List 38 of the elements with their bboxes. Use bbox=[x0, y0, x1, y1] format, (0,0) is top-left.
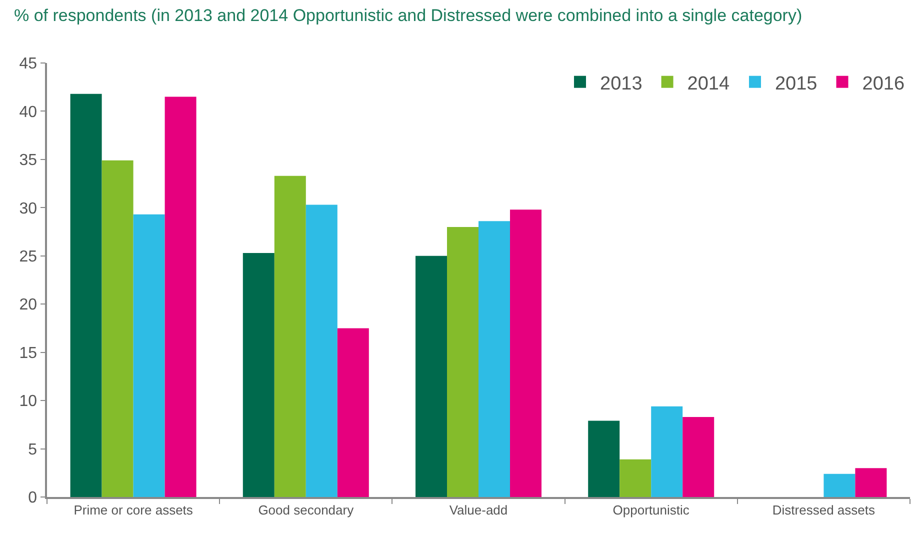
y-tick-label: 15 bbox=[19, 344, 38, 362]
bar bbox=[588, 420, 620, 497]
y-tick-label: 20 bbox=[19, 296, 38, 314]
x-tick-label: Opportunistic bbox=[612, 502, 690, 518]
bar bbox=[164, 96, 196, 497]
y-tick-label: 25 bbox=[19, 248, 38, 266]
x-tick-label: Prime or core assets bbox=[74, 502, 194, 518]
bar bbox=[651, 406, 683, 497]
bar bbox=[447, 226, 478, 497]
y-tick-label: 35 bbox=[19, 152, 38, 170]
bar bbox=[102, 160, 134, 497]
y-tick-label: 45 bbox=[19, 56, 38, 73]
x-tick-label: Value-add bbox=[449, 502, 508, 518]
chart-title: % of respondents (in 2013 and 2014 Opportunistic and Distressed were combined into a single category) bbox=[14, 6, 802, 25]
bar bbox=[337, 328, 369, 497]
y-tick-label: 5 bbox=[28, 441, 38, 458]
bar bbox=[855, 468, 887, 497]
bar bbox=[306, 204, 338, 497]
bar bbox=[682, 416, 714, 497]
bar bbox=[510, 210, 542, 497]
bar bbox=[478, 221, 510, 497]
bar bbox=[274, 176, 306, 497]
legend-label: 2014 bbox=[687, 73, 730, 94]
bar bbox=[824, 474, 856, 497]
bar bbox=[70, 94, 102, 497]
bar bbox=[133, 214, 165, 497]
legend-label: 2013 bbox=[600, 73, 642, 94]
y-tick-label: 30 bbox=[19, 200, 38, 218]
y-tick-label: 10 bbox=[19, 393, 38, 410]
y-tick-label: 0 bbox=[28, 490, 38, 507]
bar bbox=[416, 256, 447, 497]
x-tick-label: Good secondary bbox=[258, 502, 354, 518]
bar bbox=[620, 459, 652, 497]
legend-label: 2016 bbox=[862, 73, 905, 94]
legend-label: 2015 bbox=[774, 73, 818, 94]
x-tick-label: Distressed assets bbox=[772, 502, 876, 518]
bar bbox=[242, 253, 274, 497]
y-tick-label: 40 bbox=[19, 104, 38, 121]
